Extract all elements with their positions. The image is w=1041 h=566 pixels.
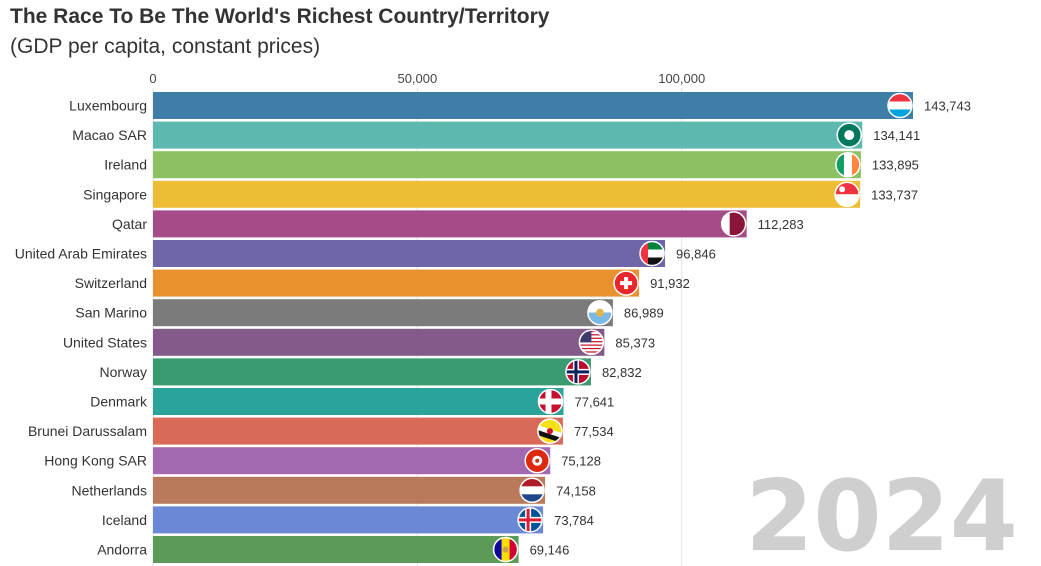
- bar-row: United Arab Emirates 96,846: [15, 240, 716, 267]
- san-marino-flag-icon: [587, 300, 612, 325]
- category-label: San Marino: [75, 305, 147, 321]
- bar-row: Denmark 77,641: [90, 388, 614, 415]
- category-label: Switzerland: [75, 275, 147, 291]
- bar: [153, 299, 613, 327]
- bar: [153, 269, 640, 297]
- value-label: 75,128: [561, 454, 601, 469]
- category-label: Netherlands: [72, 482, 148, 498]
- value-label: 74,158: [556, 483, 596, 498]
- value-label: 133,895: [872, 158, 919, 173]
- value-label: 134,141: [873, 128, 920, 143]
- x-tick-label: 50,000: [397, 71, 437, 86]
- value-label: 91,932: [650, 276, 690, 291]
- bar-row: Hong Kong SAR 75,128: [44, 447, 601, 475]
- bar: [153, 92, 913, 119]
- x-tick-label: 100,000: [658, 71, 705, 86]
- bar-row: Norway 82,832: [100, 358, 642, 386]
- value-label: 73,784: [554, 513, 594, 528]
- value-label: 133,737: [871, 187, 918, 202]
- bar-row: Andorra 69,146: [97, 536, 569, 563]
- bar: [153, 240, 666, 267]
- value-label: 85,373: [615, 335, 655, 350]
- bar-row: Luxembourg 143,743: [69, 92, 971, 119]
- value-label: 86,989: [624, 306, 664, 321]
- bar-row: Brunei Darussalam 77,534: [28, 417, 614, 445]
- bar: [153, 180, 861, 208]
- bar: [153, 536, 519, 563]
- value-label: 112,283: [758, 217, 804, 232]
- category-label: Singapore: [83, 186, 147, 202]
- bar: [153, 121, 863, 149]
- category-label: Ireland: [104, 157, 147, 173]
- uae-flag-icon: [640, 241, 665, 266]
- category-label: Macao SAR: [72, 127, 147, 143]
- category-label: United States: [63, 334, 147, 350]
- bar: [153, 388, 564, 415]
- bar-row: San Marino 86,989: [75, 299, 664, 327]
- value-label: 77,534: [574, 424, 614, 439]
- chart-title: The Race To Be The World's Richest Count…: [10, 5, 550, 28]
- bar-row: Ireland 133,895: [104, 151, 919, 179]
- category-label: Denmark: [90, 394, 148, 410]
- bar: [153, 476, 546, 504]
- bar-row: Singapore 133,737: [83, 180, 918, 208]
- bar: [153, 328, 605, 356]
- bar: [153, 358, 591, 386]
- bar: [153, 151, 861, 179]
- category-label: United Arab Emirates: [15, 246, 147, 262]
- andorra-flag-icon: [493, 537, 518, 562]
- ireland-flag-icon: [835, 152, 860, 177]
- luxembourg-flag-icon: [888, 93, 912, 118]
- category-label: Norway: [100, 364, 147, 380]
- bar: [153, 506, 544, 534]
- bar: [153, 210, 747, 238]
- category-label: Hong Kong SAR: [44, 453, 147, 469]
- year-label: 2024: [745, 460, 1018, 566]
- category-label: Brunei Darussalam: [28, 423, 147, 439]
- value-label: 96,846: [676, 247, 716, 262]
- bar-row: Iceland 73,784: [102, 506, 594, 534]
- category-label: Iceland: [102, 512, 147, 528]
- value-label: 82,832: [602, 365, 642, 380]
- bar-row: Qatar 112,283: [112, 210, 804, 238]
- category-label: Andorra: [97, 542, 147, 558]
- netherlands-flag-icon: [520, 478, 545, 503]
- bar-row: Netherlands 74,158: [72, 476, 596, 504]
- bar-row: Macao SAR 134,141: [72, 121, 920, 149]
- x-tick-label: 0: [149, 71, 156, 86]
- bar-row: United States 85,373: [63, 328, 655, 356]
- category-label: Qatar: [112, 216, 147, 232]
- value-label: 77,641: [575, 395, 615, 410]
- value-label: 143,743: [924, 99, 971, 114]
- bar-row: Switzerland 91,932: [75, 269, 690, 297]
- category-label: Luxembourg: [69, 98, 147, 114]
- value-label: 69,146: [530, 543, 570, 558]
- bar-layer: Luxembourg 143,743 Macao SAR 134,141 Ireland…: [15, 92, 971, 563]
- bar: [153, 447, 551, 475]
- bar: [153, 417, 563, 445]
- chart-subtitle: (GDP per capita, constant prices): [10, 35, 321, 58]
- singapore-flag-icon: [835, 182, 860, 207]
